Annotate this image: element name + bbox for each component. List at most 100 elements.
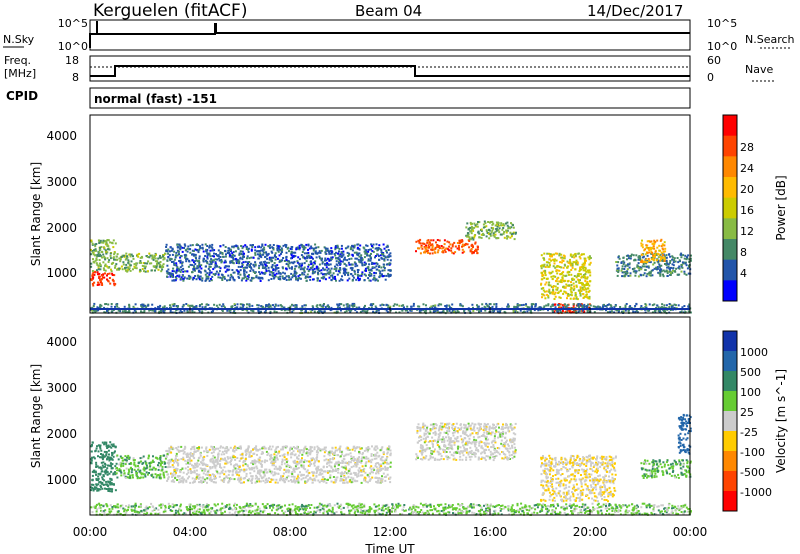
data-cell-8 bbox=[683, 270, 686, 273]
data-cell-3 bbox=[332, 272, 335, 275]
data-cell-6 bbox=[540, 267, 543, 270]
data-cell-2 bbox=[315, 458, 318, 461]
data-cell-1 bbox=[141, 472, 144, 475]
data-cell-8 bbox=[635, 270, 638, 273]
data-cell-3 bbox=[316, 279, 319, 282]
data-cell-8 bbox=[657, 261, 660, 264]
data-cell-1 bbox=[144, 460, 147, 463]
data-cell-2 bbox=[154, 260, 157, 263]
data-cell-2 bbox=[251, 460, 254, 462]
power-cbar-tick-28: 28 bbox=[740, 141, 754, 154]
data-cell-2 bbox=[138, 252, 141, 255]
data-cell-3 bbox=[198, 248, 201, 251]
data-cell-10 bbox=[434, 306, 437, 309]
data-cell-3 bbox=[304, 275, 307, 278]
data-cell-2 bbox=[185, 456, 188, 458]
data-cell-6 bbox=[560, 266, 563, 269]
data-cell-1 bbox=[95, 262, 98, 265]
data-cell-2 bbox=[220, 479, 223, 482]
data-cell-8 bbox=[632, 254, 635, 257]
data-cell-4 bbox=[418, 247, 421, 250]
data-cell-3 bbox=[357, 252, 360, 255]
data-cell-0 bbox=[109, 441, 112, 444]
data-cell-6 bbox=[561, 259, 564, 262]
data-cell-8 bbox=[680, 270, 683, 273]
data-cell-1 bbox=[99, 268, 102, 271]
data-cell-5 bbox=[506, 221, 509, 224]
data-cell-8 bbox=[661, 258, 664, 261]
data-cell-2 bbox=[316, 470, 319, 473]
data-cell-3 bbox=[353, 251, 356, 254]
data-cell-2 bbox=[127, 260, 130, 263]
data-cell-3 bbox=[388, 274, 390, 277]
data-cell-10 bbox=[233, 303, 236, 306]
data-cell-2 bbox=[147, 260, 150, 263]
data-cell-6 bbox=[553, 253, 555, 256]
data-cell-3 bbox=[272, 272, 275, 275]
data-cell-3 bbox=[351, 253, 354, 256]
data-cell-0 bbox=[101, 274, 103, 277]
data-cell-3 bbox=[244, 244, 247, 247]
data-cell-3 bbox=[290, 254, 293, 257]
data-cell-6 bbox=[588, 271, 591, 274]
data-cell-10 bbox=[409, 309, 412, 312]
data-cell-0 bbox=[93, 486, 96, 489]
data-cell-0 bbox=[110, 470, 113, 473]
data-cell-2 bbox=[247, 445, 250, 448]
data-cell-3 bbox=[221, 255, 224, 258]
data-cell-8 bbox=[653, 261, 656, 264]
data-cell-8 bbox=[665, 270, 668, 273]
data-cell-1 bbox=[110, 268, 112, 271]
n-sky-trace bbox=[89, 23, 690, 48]
data-cell-3 bbox=[249, 270, 252, 272]
data-cell-10 bbox=[364, 304, 366, 307]
data-cell-4 bbox=[461, 240, 464, 243]
data-cell-0 bbox=[98, 481, 101, 484]
data-cell-0 bbox=[109, 480, 112, 483]
data-cell-3 bbox=[272, 248, 275, 251]
data-cell-2 bbox=[347, 462, 350, 465]
data-cell-3 bbox=[252, 256, 255, 259]
data-cell-3 bbox=[373, 266, 376, 269]
data-cell-3 bbox=[217, 272, 220, 275]
data-cell-3 bbox=[295, 265, 298, 268]
data-cell-2 bbox=[223, 473, 226, 476]
data-cell-3 bbox=[277, 250, 280, 253]
data-cell-6 bbox=[558, 252, 561, 255]
data-cell-8 bbox=[620, 261, 623, 264]
data-cell-2 bbox=[187, 459, 189, 462]
data-cell-3 bbox=[307, 276, 310, 279]
data-cell-4 bbox=[468, 240, 471, 242]
data-cell-2 bbox=[196, 447, 199, 450]
data-cell-8 bbox=[684, 262, 687, 265]
colorbar-swatch bbox=[723, 177, 737, 199]
data-cell-3 bbox=[368, 274, 371, 277]
data-cell-2 bbox=[125, 266, 128, 269]
data-cell-10 bbox=[577, 304, 580, 307]
data-cell-3 bbox=[322, 277, 325, 280]
data-cell-5 bbox=[486, 231, 489, 234]
data-cell-2 bbox=[225, 462, 228, 465]
data-cell-3 bbox=[197, 276, 200, 279]
data-cell-2 bbox=[384, 468, 387, 471]
data-cell-3 bbox=[260, 246, 263, 249]
data-cell-3 bbox=[285, 263, 288, 265]
data-cell-3 bbox=[323, 273, 326, 275]
data-cell-1 bbox=[115, 462, 118, 465]
data-cell-4 bbox=[470, 248, 473, 250]
data-cell-3 bbox=[306, 252, 308, 255]
data-cell-6 bbox=[556, 252, 559, 255]
data-cell-2 bbox=[141, 264, 144, 267]
data-cell-2 bbox=[209, 460, 212, 463]
data-cell-3 bbox=[338, 247, 341, 250]
data-cell-2 bbox=[148, 256, 151, 259]
data-cell-10 bbox=[671, 304, 673, 307]
data-cell-3 bbox=[181, 261, 184, 264]
data-cell-9 bbox=[653, 258, 656, 261]
data-cell-3 bbox=[381, 273, 383, 276]
data-cell-3 bbox=[380, 274, 383, 277]
data-cell-4 bbox=[453, 241, 456, 244]
data-cell-6 bbox=[562, 266, 565, 269]
data-cell-2 bbox=[291, 453, 294, 456]
data-cell-3 bbox=[329, 271, 332, 274]
